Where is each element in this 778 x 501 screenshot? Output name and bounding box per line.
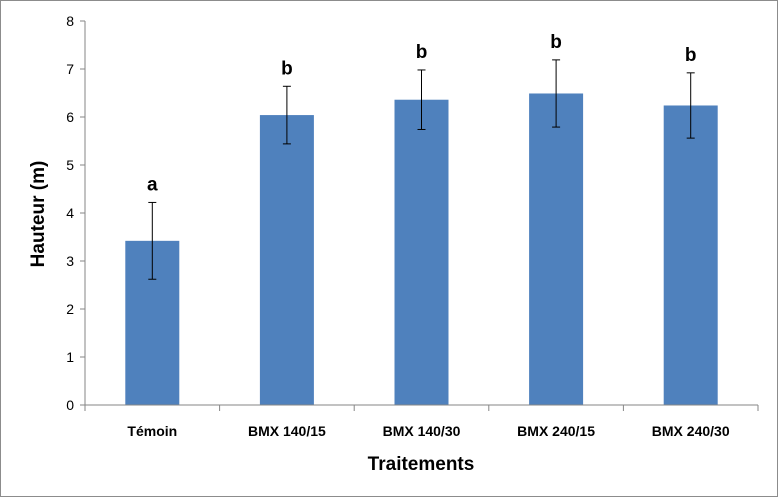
x-axis-title: Traitements — [368, 454, 475, 475]
y-tick-label: 2 — [66, 301, 74, 317]
y-axis-ticks: 0 1 2 3 4 5 6 7 8 — [66, 13, 85, 413]
significance-letter: b — [281, 58, 293, 79]
significance-letter: b — [550, 32, 562, 53]
y-tick-label: 1 — [66, 349, 74, 365]
bar — [259, 115, 314, 405]
y-tick-label: 0 — [66, 397, 74, 413]
bars: a b b b b — [125, 32, 718, 405]
significance-letter: b — [416, 42, 428, 63]
bar — [394, 99, 449, 405]
y-tick-label: 5 — [66, 157, 74, 173]
y-tick-label: 8 — [66, 13, 74, 29]
y-tick-label: 3 — [66, 253, 74, 269]
x-tick-label: BMX 140/30 — [383, 423, 461, 439]
x-axis-ticks: Témoin BMX 140/15 BMX 140/30 BMX 240/15 BMX … — [84, 405, 759, 439]
y-tick-label: 7 — [66, 61, 74, 77]
y-tick-label: 4 — [66, 205, 74, 221]
y-tick-label: 6 — [66, 109, 74, 125]
significance-letter: a — [147, 174, 158, 195]
x-tick-label: BMX 140/15 — [248, 423, 326, 439]
y-axis-title: Hauteur (m) — [28, 161, 49, 268]
significance-letter: b — [685, 45, 697, 66]
x-tick-label: Témoin — [127, 423, 177, 439]
x-tick-label: BMX 240/30 — [652, 423, 730, 439]
bar — [663, 105, 718, 405]
axes — [84, 21, 758, 406]
bar — [529, 93, 584, 405]
x-tick-label: BMX 240/15 — [517, 423, 595, 439]
